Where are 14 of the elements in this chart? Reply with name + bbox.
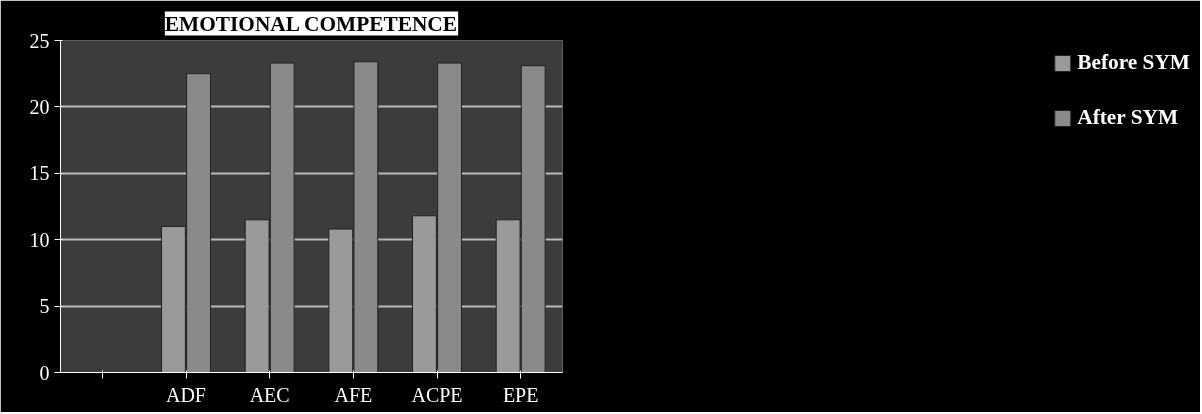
y-tick-label: 25 — [29, 29, 50, 52]
x-tick-label: ADF — [166, 383, 207, 406]
x-tick-label: AFE — [334, 383, 373, 406]
x-tick-label: ACPE — [411, 383, 463, 406]
y-tick-label: 15 — [29, 162, 50, 185]
x-tick-label: AEC — [249, 383, 290, 406]
chart-title: EMOTIONAL COMPETENCE — [164, 11, 457, 36]
y-tick-label: 0 — [39, 361, 50, 384]
y-tick-label: 10 — [29, 228, 50, 251]
y-tick-label: 5 — [39, 295, 50, 318]
x-tick-label: EPE — [502, 383, 539, 406]
legend-label: After SYM — [1077, 105, 1179, 130]
y-tick-label: 20 — [29, 95, 50, 118]
legend-label: Before SYM — [1077, 50, 1190, 75]
